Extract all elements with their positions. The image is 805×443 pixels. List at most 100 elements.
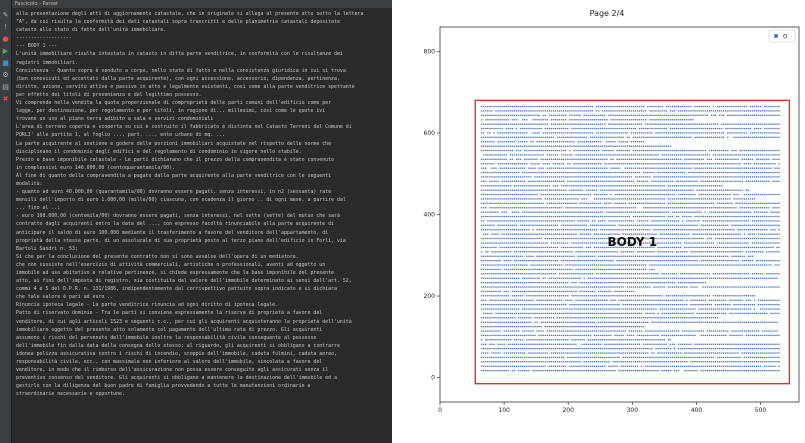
data-point xyxy=(517,167,520,169)
warning-icon[interactable]: ! xyxy=(4,23,7,31)
data-point xyxy=(513,211,516,213)
debug-icon[interactable]: ■ xyxy=(2,59,9,67)
data-point xyxy=(745,149,748,152)
data-point xyxy=(692,198,694,200)
data-point xyxy=(573,220,575,222)
data-point xyxy=(554,180,557,183)
data-point xyxy=(725,198,727,200)
data-point xyxy=(589,167,592,169)
data-point xyxy=(743,242,746,244)
data-point xyxy=(636,242,639,244)
data-point xyxy=(616,189,618,191)
data-point xyxy=(562,162,565,165)
data-point xyxy=(501,211,503,213)
data-point xyxy=(772,105,774,108)
data-point xyxy=(480,167,483,169)
data-point xyxy=(538,114,540,117)
data-point xyxy=(698,136,700,139)
code-line: alla presentazione degli atti di aggiorn… xyxy=(16,11,364,17)
editor-text-area[interactable]: alla presentazione degli atti di aggiorn… xyxy=(16,10,390,443)
data-point xyxy=(647,162,649,165)
data-point xyxy=(686,202,688,205)
data-point xyxy=(493,224,495,227)
data-point xyxy=(753,215,756,218)
data-point xyxy=(583,123,585,125)
data-point xyxy=(511,158,514,161)
data-point xyxy=(608,215,610,218)
data-point xyxy=(534,264,536,266)
error-icon[interactable]: ● xyxy=(2,35,9,43)
data-point xyxy=(739,189,741,191)
data-point xyxy=(714,255,717,257)
data-point xyxy=(540,123,542,125)
data-point xyxy=(534,171,536,174)
data-point xyxy=(521,259,524,262)
editor-tab[interactable]: Fascicolo - Parser xyxy=(12,0,392,8)
data-point xyxy=(604,154,606,156)
data-point xyxy=(690,176,692,178)
data-point xyxy=(684,264,686,266)
data-point xyxy=(755,246,758,249)
data-point xyxy=(585,224,588,227)
data-point xyxy=(614,171,616,174)
data-point xyxy=(688,118,690,121)
data-point xyxy=(716,206,719,209)
data-point xyxy=(556,193,559,196)
edit-icon[interactable]: ✎ xyxy=(2,11,9,19)
data-point xyxy=(579,255,581,257)
data-point xyxy=(630,228,633,231)
data-point xyxy=(560,132,563,134)
data-point xyxy=(692,246,694,249)
data-point xyxy=(751,255,754,257)
data-point xyxy=(519,206,522,209)
data-point xyxy=(499,189,501,191)
run-icon[interactable]: ▶ xyxy=(2,47,9,55)
data-point xyxy=(595,154,598,156)
data-point xyxy=(624,189,627,191)
data-point xyxy=(587,132,590,134)
data-point xyxy=(638,140,641,143)
data-point xyxy=(532,211,534,213)
data-point xyxy=(667,237,670,240)
data-point xyxy=(552,118,555,121)
data-point xyxy=(581,158,583,161)
data-point xyxy=(745,224,748,227)
data-point xyxy=(515,206,518,209)
data-point xyxy=(610,110,612,112)
data-point xyxy=(546,211,549,213)
data-point xyxy=(778,176,780,178)
data-point xyxy=(489,149,491,152)
data-point xyxy=(610,237,612,240)
data-point xyxy=(714,251,717,253)
data-point xyxy=(597,237,600,240)
settings-icon[interactable]: ⚙ xyxy=(2,71,9,79)
print-icon[interactable]: ▤ xyxy=(2,83,9,91)
data-point xyxy=(661,154,663,156)
data-point xyxy=(519,158,522,161)
data-point xyxy=(659,180,661,183)
data-point xyxy=(552,215,555,218)
data-point xyxy=(708,105,711,108)
data-point xyxy=(632,202,635,205)
data-point xyxy=(538,237,540,240)
data-point xyxy=(595,149,598,152)
data-point xyxy=(659,132,661,134)
delete-icon[interactable]: ✖ xyxy=(2,95,9,103)
data-point xyxy=(505,198,508,200)
data-point xyxy=(733,246,735,249)
data-point xyxy=(770,176,772,178)
data-point xyxy=(770,127,772,130)
data-point xyxy=(694,211,696,213)
data-point xyxy=(612,154,614,156)
data-point xyxy=(718,162,721,165)
data-point xyxy=(595,158,598,161)
data-point xyxy=(515,180,518,183)
data-point xyxy=(649,127,651,130)
data-point xyxy=(620,105,622,108)
data-point xyxy=(558,180,561,183)
data-point xyxy=(731,259,733,262)
data-point xyxy=(544,224,547,227)
data-point xyxy=(681,149,684,152)
code-line: - quanto ad euro 40.000,00 (quarantamila… xyxy=(16,189,332,196)
data-point xyxy=(770,242,772,244)
